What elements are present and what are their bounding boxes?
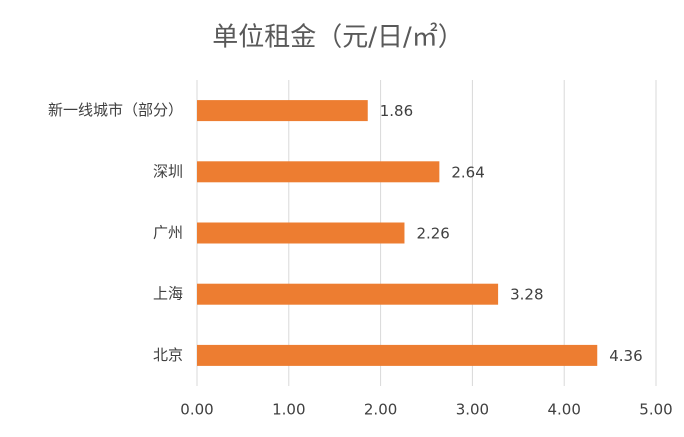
y-tick-label: 广州 bbox=[153, 224, 183, 242]
chart-title: 单位租金（元/日/㎡） bbox=[212, 23, 464, 53]
data-label: 2.26 bbox=[416, 225, 449, 243]
x-tick-label: 0.00 bbox=[180, 401, 213, 419]
y-tick-label: 上海 bbox=[153, 285, 183, 303]
bar bbox=[197, 161, 440, 183]
bar bbox=[197, 100, 368, 122]
x-tick-label: 3.00 bbox=[456, 401, 489, 419]
x-tick-label: 5.00 bbox=[639, 401, 672, 419]
data-label: 4.36 bbox=[609, 347, 642, 365]
x-tick-label: 4.00 bbox=[547, 401, 580, 419]
data-label: 3.28 bbox=[510, 286, 543, 304]
x-tick-label: 2.00 bbox=[364, 401, 397, 419]
data-label: 2.64 bbox=[451, 163, 484, 181]
bar bbox=[197, 283, 499, 305]
y-tick-label: 深圳 bbox=[153, 162, 183, 180]
y-tick-label: 北京 bbox=[153, 346, 183, 364]
bar bbox=[197, 344, 598, 366]
data-label: 1.86 bbox=[380, 102, 413, 120]
bar bbox=[197, 222, 405, 244]
x-tick-label: 1.00 bbox=[272, 401, 305, 419]
y-tick-label: 新一线城市（部分） bbox=[48, 101, 183, 119]
